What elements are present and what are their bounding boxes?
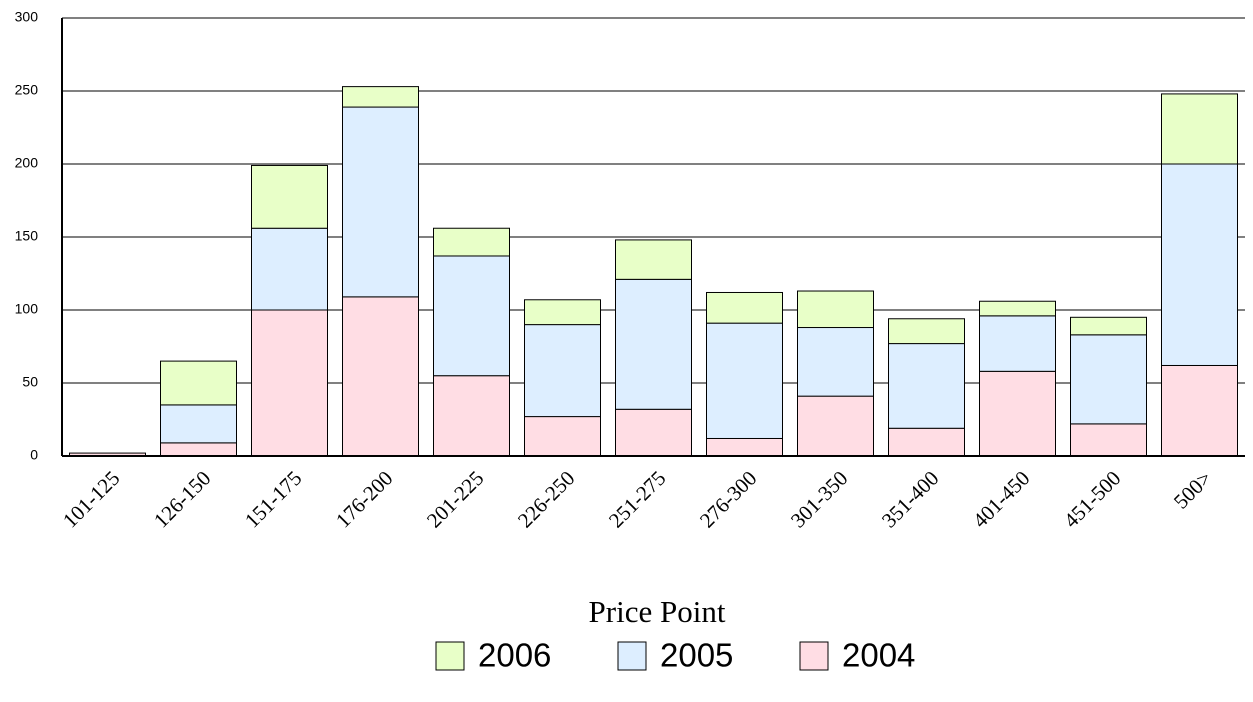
bar-segment: [251, 227, 328, 311]
bar-segment: [433, 375, 510, 457]
x-tick-label: 401-450: [968, 466, 1034, 532]
x-tick-label: 500>: [1169, 466, 1217, 514]
bar-segment: [160, 360, 237, 406]
bar-segment: [888, 427, 965, 457]
bar-segment: [160, 404, 237, 444]
x-tick-label: 176-200: [331, 466, 397, 532]
x-tick-label: 301-350: [786, 466, 852, 532]
bar-segment: [524, 299, 601, 326]
bar-segment: [433, 255, 510, 377]
y-tick-label: 0: [30, 447, 38, 463]
legend-swatch: [617, 641, 647, 671]
x-tick-label: 201-225: [422, 466, 488, 532]
y-tick-label: 250: [15, 82, 39, 98]
bar-segment: [615, 239, 692, 280]
bar-segment: [251, 309, 328, 457]
bar-segment: [342, 106, 419, 298]
y-tick-label: 200: [15, 155, 39, 171]
x-tick-label: 451-500: [1059, 466, 1125, 532]
bar-segment: [797, 290, 874, 329]
y-tick-label: 100: [15, 301, 39, 317]
x-tick-label: 126-150: [149, 466, 215, 532]
legend-swatch: [799, 641, 829, 671]
bar-segment: [615, 278, 692, 410]
bar-segment: [1070, 423, 1147, 457]
bar-segment: [797, 327, 874, 397]
bar-segment: [797, 395, 874, 457]
bar-segment: [342, 86, 419, 108]
bar-segment: [1070, 316, 1147, 336]
bar-segment: [706, 322, 783, 439]
bar-segment: [524, 416, 601, 457]
legend-label: 2004: [842, 637, 915, 674]
x-tick-label: 151-175: [240, 466, 306, 532]
bar-segment: [979, 315, 1056, 372]
bar-segment: [888, 318, 965, 345]
y-tick-label: 50: [22, 374, 38, 390]
x-tick-label: 251-275: [604, 466, 670, 532]
x-tick-label: 101-125: [58, 466, 124, 532]
bar-segment: [342, 296, 419, 457]
bar-segment: [615, 408, 692, 457]
bar-segment: [160, 442, 237, 457]
x-tick-label: 351-400: [877, 466, 943, 532]
bar-segment: [706, 437, 783, 457]
bar-segment: [888, 343, 965, 429]
bar-segment: [979, 300, 1056, 317]
legend-label: 2006: [478, 637, 551, 674]
y-tick-label: 300: [15, 9, 39, 25]
x-tick-label: 226-250: [513, 466, 579, 532]
bar-segment: [706, 291, 783, 324]
legend-label: 2005: [660, 637, 733, 674]
bar-segment: [1161, 364, 1238, 457]
legend-swatch: [435, 641, 465, 671]
bar-segment: [979, 370, 1056, 457]
bar-segment: [524, 324, 601, 418]
bar-segment: [251, 164, 328, 229]
bar-segment: [433, 227, 510, 257]
bar-segment: [1161, 93, 1238, 165]
y-tick-label: 150: [15, 228, 39, 244]
bar-segment: [1070, 334, 1147, 425]
x-axis-title: Price Point: [589, 594, 726, 629]
bar-segment: [1161, 163, 1238, 366]
x-tick-label: 276-300: [695, 466, 761, 532]
